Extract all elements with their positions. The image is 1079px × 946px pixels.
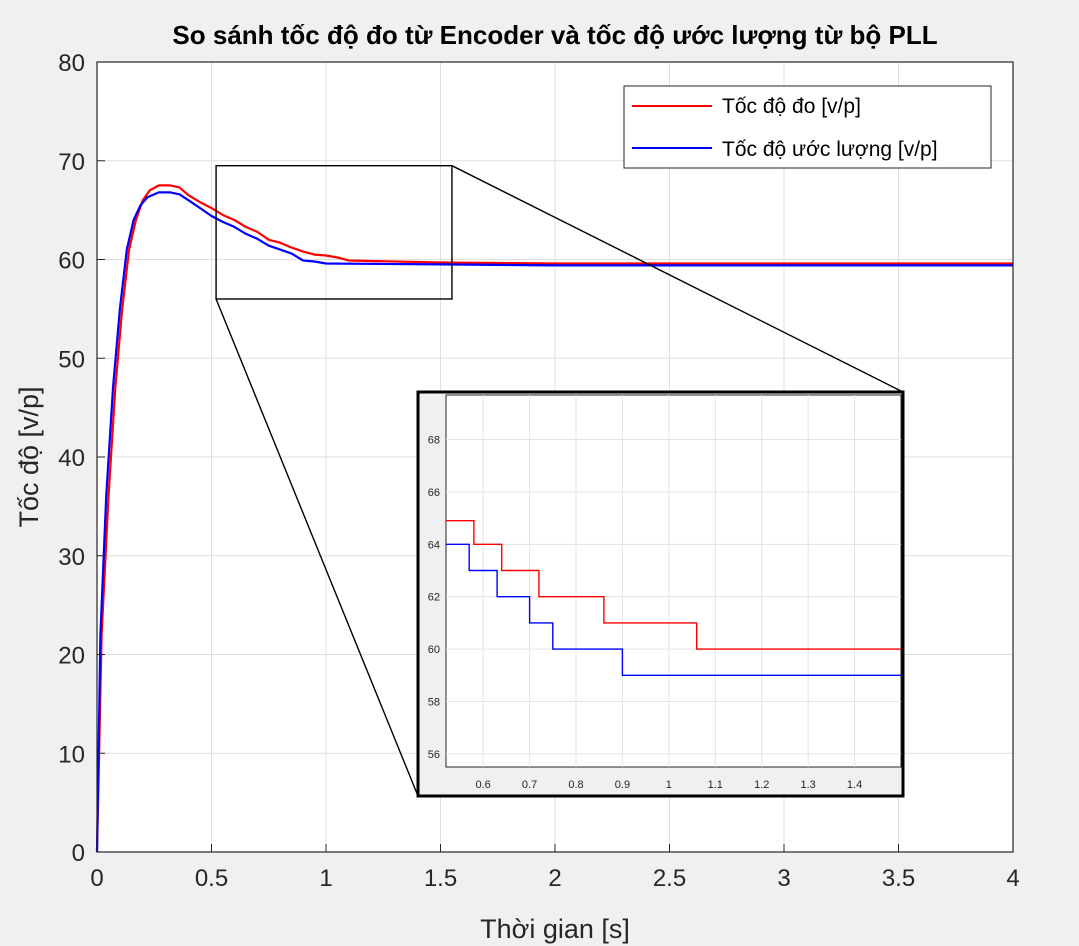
- inset-x-tick-label: 1.1: [708, 779, 723, 791]
- chart-title: So sánh tốc độ đo từ Encoder và tốc độ ư…: [172, 20, 937, 50]
- series-group: [95, 184, 1013, 853]
- x-tick-label: 1: [319, 865, 332, 892]
- inset-plot-area: [445, 394, 902, 768]
- zoom-connector-top: [451, 165, 904, 393]
- x-tick-label: 3.5: [882, 865, 915, 892]
- x-axis-label: Thời gian [s]: [480, 914, 630, 944]
- zoom-connector-bottom: [215, 298, 419, 797]
- inset-y-tick-label: 56: [428, 749, 440, 761]
- x-tick-label: 0: [90, 865, 103, 892]
- inset-x-tick-label: 0.8: [568, 779, 583, 791]
- y-tick-label: 80: [58, 50, 85, 77]
- inset: 0.6 0.7 0.8 0.9 1 1.1 1.2 1.3 1.4 56 58 60 62 64 66 68: [416, 390, 905, 798]
- y-tick-label: 60: [58, 248, 85, 275]
- x-tick-label: 2: [548, 865, 561, 892]
- inset-series-group: [446, 520, 901, 676]
- x-tick-label: 3: [777, 865, 790, 892]
- x-tick-label: 1.5: [424, 865, 457, 892]
- legend-label-measured: Tốc độ đo [v/p]: [722, 95, 861, 118]
- y-tick-label: 30: [58, 544, 85, 571]
- inset-axis-ticks: 0.6 0.7 0.8 0.9 1 1.1 1.2 1.3 1.4 56 58 60 62 64 66 68: [428, 435, 862, 791]
- y-tick-label: 40: [58, 445, 85, 472]
- inset-grid: [446, 395, 901, 767]
- inset-x-tick-label: 1.3: [800, 779, 815, 791]
- y-tick-label: 0: [72, 840, 85, 867]
- inset-x-tick-label: 0.7: [522, 779, 537, 791]
- series-line-measured: [95, 184, 1013, 853]
- x-tick-label: 0.5: [195, 865, 228, 892]
- inset-x-tick-label: 0.6: [475, 779, 490, 791]
- inset-x-tick-label: 1.2: [754, 779, 769, 791]
- y-tick-label: 70: [58, 149, 85, 176]
- y-axis-label: Tốc độ [v/p]: [14, 386, 44, 527]
- inset-y-tick-label: 68: [428, 435, 440, 447]
- x-tick-label: 4: [1006, 865, 1019, 892]
- series-line-estimated: [95, 191, 1013, 853]
- inset-y-tick-label: 66: [428, 487, 440, 499]
- legend-box: [623, 85, 992, 169]
- inset-x-tick-label: 0.9: [615, 779, 630, 791]
- inset-y-tick-label: 58: [428, 697, 440, 709]
- inset-y-tick-label: 60: [428, 644, 440, 656]
- legend: Tốc độ đo [v/p] Tốc độ ước lượng [v/p]: [623, 85, 992, 169]
- x-tick-label: 2.5: [653, 865, 686, 892]
- y-tick-label: 20: [58, 643, 85, 670]
- y-tick-label: 10: [58, 741, 85, 768]
- inset-series-line-estimated: [446, 543, 901, 676]
- inset-x-tick-label: 1.4: [847, 779, 862, 791]
- inset-series-line-measured: [446, 520, 901, 650]
- zoom-indicator: [215, 164, 904, 797]
- inset-y-tick-label: 64: [428, 539, 440, 551]
- legend-label-estimated: Tốc độ ước lượng [v/p]: [722, 138, 938, 161]
- inset-x-tick-label: 1: [666, 779, 672, 791]
- y-tick-label: 50: [58, 346, 85, 373]
- inset-y-tick-label: 62: [428, 592, 440, 604]
- zoom-box: [215, 164, 453, 300]
